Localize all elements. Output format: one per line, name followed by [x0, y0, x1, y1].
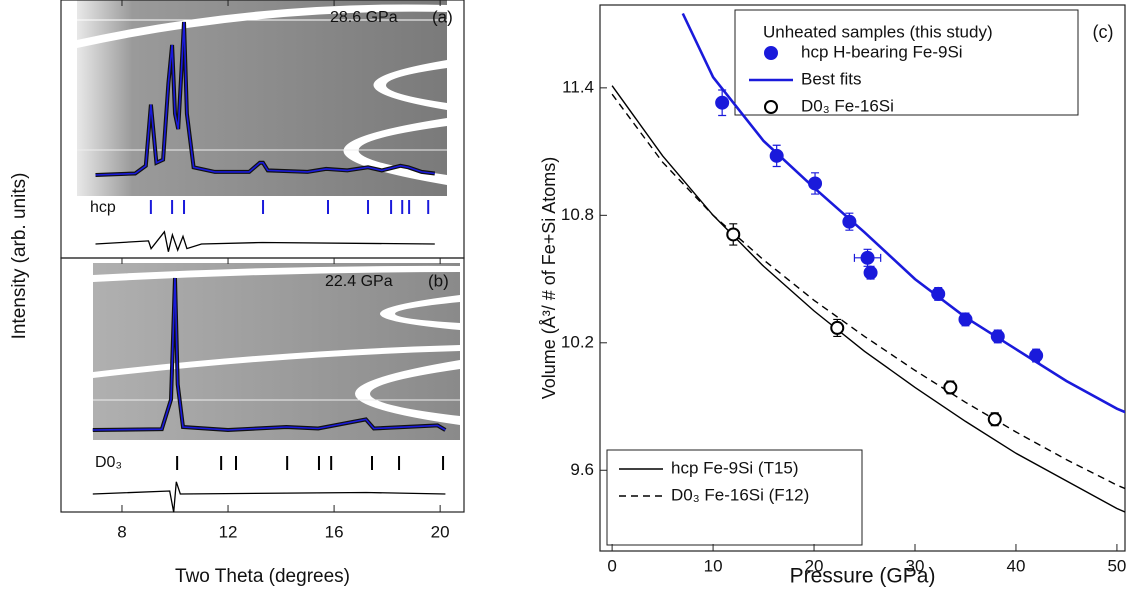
pressure-label: 22.4 GPa	[325, 273, 393, 290]
frame-b	[60, 257, 465, 513]
x-tick-label: 40	[1007, 556, 1026, 575]
y-axis-title: Intensity (arb. units)	[9, 173, 30, 340]
panel-label: (b)	[428, 271, 449, 290]
data-point	[863, 265, 878, 280]
plot-area	[611, 12, 1125, 513]
data-point	[931, 286, 946, 301]
x-tick-label: 20	[431, 522, 450, 541]
legend-label: hcp H-bearing Fe-9Si	[801, 42, 963, 61]
x-tick-label: 10	[704, 556, 723, 575]
data-point	[842, 214, 857, 229]
residual-line	[95, 230, 435, 252]
data-point	[808, 176, 823, 191]
fit-line	[95, 21, 435, 176]
legend-box	[734, 9, 1079, 116]
y-tick-label: 11.4	[562, 77, 594, 96]
fit-line	[611, 93, 1125, 490]
fit-line	[92, 277, 446, 431]
legend-label: hcp Fe-9Si (T15)	[671, 458, 799, 477]
data-point	[943, 380, 958, 395]
x-tick-label: 20	[805, 556, 824, 575]
data-point	[1029, 348, 1044, 363]
data-point	[769, 148, 784, 163]
diffraction-image-b	[93, 263, 460, 440]
x-axis-title: Two Theta (degrees)	[175, 566, 350, 587]
fit-line	[681, 12, 1125, 414]
data-point	[987, 412, 1002, 427]
x-tick-label: 12	[219, 522, 238, 541]
data-point	[958, 312, 973, 327]
panel-label: (c)	[1093, 22, 1114, 42]
y-tick-label: 10.2	[561, 332, 594, 351]
data-point	[860, 250, 875, 265]
x-axis-title: Pressure (GPa)	[790, 565, 936, 588]
y-tick-label: 10.8	[561, 205, 594, 224]
legend-symbol	[764, 46, 778, 60]
data-point	[715, 95, 730, 110]
legend-symbol	[764, 100, 778, 114]
legend-label: D0₃ Fe-16Si	[801, 96, 894, 115]
legend-label: D0₃ Fe-16Si (F12)	[671, 485, 809, 504]
data-point	[830, 320, 845, 335]
x-tick-label: 16	[325, 522, 344, 541]
x-tick-label: 50	[1107, 556, 1126, 575]
phase-label: D0₃	[95, 454, 122, 471]
fit-line	[611, 85, 1125, 513]
x-tick-label: 0	[607, 556, 616, 575]
legend-box	[606, 449, 863, 546]
data-point	[990, 329, 1005, 344]
panel-label: (a)	[432, 7, 453, 26]
y-axis-title: Volume (Å³/ # of Fe+Si Atoms)	[539, 157, 559, 400]
y-tick-label: 9.6	[570, 460, 594, 479]
phase-label: hcp	[90, 199, 116, 216]
residual-line	[92, 481, 446, 513]
pressure-label: 28.6 GPa	[330, 9, 398, 26]
x-tick-label: 30	[906, 556, 925, 575]
x-tick-label: 8	[117, 522, 126, 541]
legend-title: Unheated samples (this study)	[763, 22, 993, 41]
frame-c	[599, 4, 1126, 552]
legend-label: Best fits	[801, 69, 861, 88]
data-point	[726, 227, 741, 242]
